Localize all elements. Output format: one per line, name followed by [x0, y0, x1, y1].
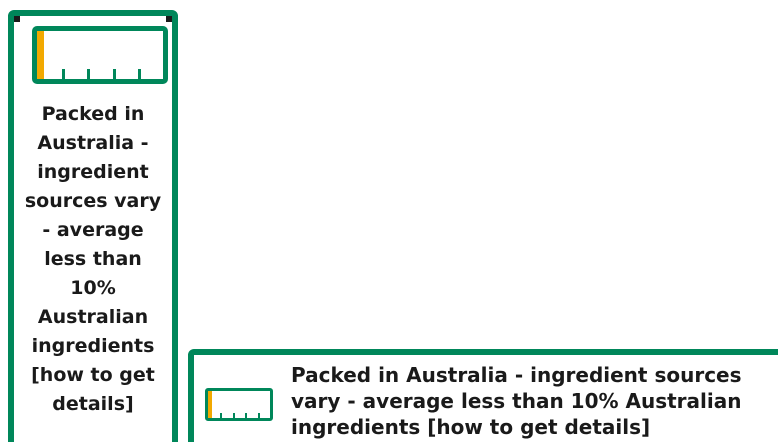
ingredient-bar-icon	[32, 26, 168, 84]
bar-tick	[220, 413, 223, 418]
statement-line: vary - average less than 10% Australian	[291, 389, 742, 413]
details-link[interactable]: [how to get	[31, 364, 155, 386]
statement-line: Australia -	[37, 132, 149, 154]
statement-line: Packed in Australia - ingredient sources	[291, 363, 742, 387]
statement-line: ingredients	[31, 335, 155, 357]
bar-tick	[87, 69, 91, 79]
origin-statement: Packed in Australia - ingredient sources…	[14, 100, 172, 419]
origin-label-vertical: Packed in Australia - ingredient sources…	[8, 10, 178, 442]
bar-tick	[257, 413, 260, 418]
statement-line: less than	[44, 248, 142, 270]
australian-ingredient-fill	[208, 391, 212, 418]
corner-dot	[14, 16, 20, 22]
bar-tick	[137, 69, 141, 79]
bar-tick	[245, 413, 248, 418]
details-link[interactable]: details]	[52, 393, 134, 415]
statement-line: sources vary	[24, 190, 162, 212]
statement-line: Packed in	[41, 103, 145, 125]
details-link[interactable]: ingredients [how to get details]	[291, 415, 651, 439]
statement-line: ingredient	[37, 161, 149, 183]
bar-tick	[232, 413, 235, 418]
origin-label-horizontal: Packed in Australia - ingredient sources…	[188, 349, 778, 442]
bar-tick	[62, 69, 66, 79]
australian-ingredient-fill	[37, 31, 44, 79]
origin-statement: Packed in Australia - ingredient sources…	[291, 362, 778, 440]
statement-line: - average	[42, 219, 144, 241]
corner-dot	[166, 16, 172, 22]
bar-tick	[112, 69, 116, 79]
ingredient-bar-icon	[205, 388, 273, 421]
statement-line: 10%	[70, 277, 116, 299]
statement-line: Australian	[37, 306, 149, 328]
